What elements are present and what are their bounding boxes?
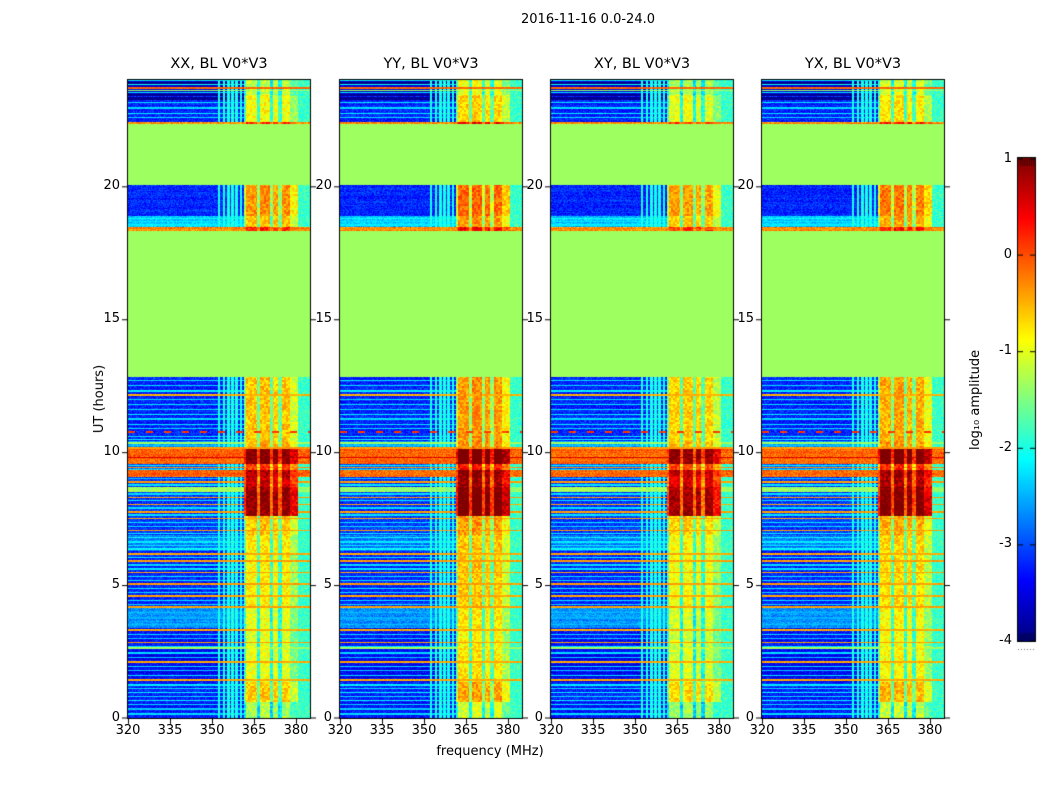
panel-xx-ytick-5: 5 xyxy=(111,577,120,593)
panel-yx-ytick-10: 10 xyxy=(737,444,754,460)
colorbar-tick--1: -1 xyxy=(999,343,1012,359)
y-axis-label: UT (hours) xyxy=(92,364,107,434)
panel-yy-xtick-365: 365 xyxy=(453,723,479,738)
panel-xy-xtick-320: 320 xyxy=(538,723,564,738)
panel-xy-xtick-335: 335 xyxy=(580,723,606,738)
x-axis-label: frequency (MHz) xyxy=(436,744,544,759)
colorbar-tick--4: -4 xyxy=(999,632,1012,648)
panel-xx-ytick-15: 15 xyxy=(103,311,120,327)
colorbar-tick--2: -2 xyxy=(999,439,1012,455)
panel-yx-xtick-320: 320 xyxy=(749,723,775,738)
panel-xx-ytick-0: 0 xyxy=(111,709,120,725)
figure-title: 2016-11-16 0.0-24.0 xyxy=(521,12,655,27)
panel-yy-xtick-335: 335 xyxy=(369,723,395,738)
panel-xy-xtick-350: 350 xyxy=(622,723,648,738)
panel-yy-ytick-10: 10 xyxy=(315,444,332,460)
panel-xy-ytick-15: 15 xyxy=(526,311,543,327)
panel-yx-xtick-350: 350 xyxy=(833,723,859,738)
panel-yx-xtick-380: 380 xyxy=(917,723,943,738)
panel-yy-xtick-320: 320 xyxy=(327,723,353,738)
panel-yx-xtick-335: 335 xyxy=(791,723,817,738)
panel-yx-ytick-5: 5 xyxy=(745,577,754,593)
panel-yy-ytick-15: 15 xyxy=(315,311,332,327)
panel-yx-xtick-365: 365 xyxy=(875,723,901,738)
colorbar-label: log₁₀ amplitude xyxy=(968,349,983,451)
panel-yx-ytick-20: 20 xyxy=(737,178,754,194)
panel-xy-xtick-365: 365 xyxy=(664,723,690,738)
panel-title-yx: YX, BL V0*V3 xyxy=(804,56,902,72)
panel-title-xy: XY, BL V0*V3 xyxy=(593,56,691,72)
panel-yx-ytick-0: 0 xyxy=(745,709,754,725)
colorbar-tick--3: -3 xyxy=(999,536,1012,552)
panel-yy-ytick-5: 5 xyxy=(323,577,332,593)
panel-yy-xtick-350: 350 xyxy=(411,723,437,738)
panel-xy-xtick-380: 380 xyxy=(706,723,732,738)
panel-xx-xtick-380: 380 xyxy=(283,723,309,738)
panel-xx-xtick-365: 365 xyxy=(241,723,267,738)
panel-xx-xtick-350: 350 xyxy=(199,723,225,738)
panel-xy-ytick-5: 5 xyxy=(534,577,543,593)
panel-yy-xtick-380: 380 xyxy=(495,723,521,738)
panel-xy-ytick-0: 0 xyxy=(534,709,543,725)
colorbar-tick-0: 0 xyxy=(1003,246,1012,262)
panel-xx-ytick-20: 20 xyxy=(103,178,120,194)
panel-xx-xtick-320: 320 xyxy=(115,723,141,738)
panel-xx-xtick-335: 335 xyxy=(157,723,183,738)
panel-xy-ytick-20: 20 xyxy=(526,178,543,194)
panel-yx-ytick-15: 15 xyxy=(737,311,754,327)
panel-title-xx: XX, BL V0*V3 xyxy=(170,56,268,72)
panel-xy-ytick-10: 10 xyxy=(526,444,543,460)
panel-yy-ytick-20: 20 xyxy=(315,178,332,194)
colorbar-tick-1: 1 xyxy=(1003,150,1012,166)
panel-yy-ytick-0: 0 xyxy=(323,709,332,725)
panel-xx-ytick-10: 10 xyxy=(103,444,120,460)
panel-title-yy: YY, BL V0*V3 xyxy=(383,56,479,72)
